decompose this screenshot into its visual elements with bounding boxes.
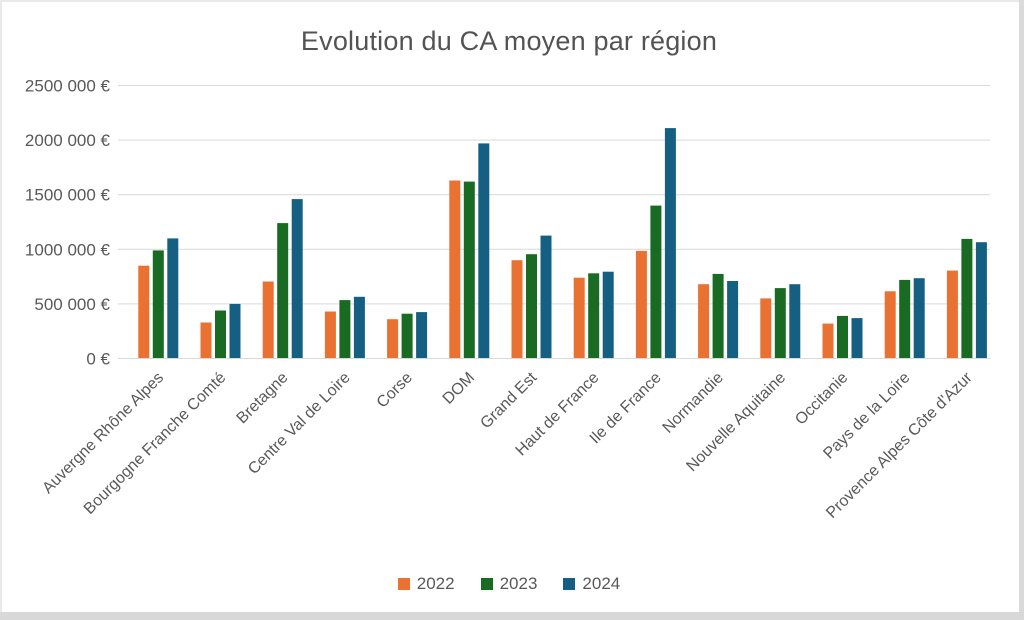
x-axis-category-label: Auvergne Rhône Alpes — [39, 369, 167, 497]
y-axis-tick-label: 1000 000 € — [25, 240, 111, 259]
x-axis-category-label: DOM — [440, 369, 478, 407]
x-axis-category-label: Corse — [374, 369, 416, 411]
bar-2024 — [664, 128, 676, 359]
bar-2024 — [789, 284, 801, 359]
bar-2022 — [822, 323, 834, 359]
x-axis-category-label: Normandie — [660, 369, 727, 436]
bar-2023 — [650, 205, 662, 359]
bar-2023 — [837, 315, 848, 359]
legend-item-2023: 2023 — [480, 574, 538, 594]
bar-2024 — [727, 281, 739, 359]
bar-2024 — [291, 199, 303, 359]
legend-item-2022: 2022 — [397, 574, 455, 594]
window-edge-top — [0, 0, 1024, 2]
bar-2023 — [463, 181, 475, 359]
y-axis-tick-label: 2500 000 € — [25, 77, 111, 96]
bar-2024 — [851, 318, 863, 359]
bar-2023 — [961, 238, 973, 359]
bar-2022 — [324, 311, 336, 359]
legend-swatch-2023 — [480, 578, 493, 590]
bar-2023 — [774, 288, 786, 359]
y-axis-tick-label: 500 000 € — [34, 295, 110, 314]
bar-2022 — [511, 260, 523, 359]
legend-label-2024: 2024 — [582, 574, 621, 593]
bar-2022 — [884, 291, 896, 359]
chart-title: Evolution du CA moyen par région — [300, 26, 718, 56]
bar-2024 — [540, 235, 552, 359]
chart-legend: 2022 2023 2024 — [0, 574, 1018, 594]
bar-chart-plot: 0 € 500 000 € 1000 000 € 1500 000 € 2000 000… — [25, 77, 990, 522]
legend-label-2023: 2023 — [499, 574, 538, 593]
bar-2024 — [602, 271, 614, 359]
bar-2024 — [975, 242, 987, 359]
legend-item-2024: 2024 — [563, 574, 620, 594]
legend-swatch-2024 — [563, 578, 576, 590]
bar-2024 — [229, 303, 241, 359]
x-axis-category-label: Grand Est — [477, 369, 540, 432]
bar-2023 — [401, 313, 413, 359]
bar-2022 — [200, 322, 212, 359]
bar-2022 — [449, 180, 461, 359]
window-edge-bottom — [0, 612, 1024, 620]
bar-2023 — [215, 310, 226, 359]
x-axis-category-label: Bretagne — [234, 369, 292, 427]
bar-2023 — [899, 279, 911, 359]
window-edge-left — [0, 0, 2, 620]
bar-2024 — [478, 143, 490, 359]
bar-2023 — [712, 273, 724, 359]
bar-2024 — [913, 278, 925, 359]
bar-2022 — [138, 265, 150, 359]
bar-2022 — [698, 284, 710, 359]
bar-2022 — [946, 270, 958, 359]
bar-2023 — [277, 223, 289, 359]
bar-2023 — [339, 300, 351, 359]
bar-2022 — [635, 250, 647, 359]
bar-2023 — [588, 273, 600, 359]
bar-2024 — [167, 238, 179, 359]
y-axis-tick-label: 2000 000 € — [25, 131, 111, 150]
y-axis-tick-label: 0 € — [86, 350, 110, 369]
window-edge-right — [1019, 0, 1024, 620]
x-axis-category-label: Occitanie — [792, 369, 851, 428]
bar-2022 — [760, 298, 772, 359]
legend-label-2022: 2022 — [416, 574, 455, 593]
bar-2023 — [526, 254, 537, 359]
bar-2022 — [387, 319, 399, 359]
x-axis-category-label: Centre Val de Loire — [245, 369, 354, 478]
legend-swatch-2022 — [397, 578, 410, 590]
bar-2022 — [573, 277, 585, 359]
bar-2024 — [416, 312, 428, 359]
bar-2023 — [152, 250, 164, 359]
y-axis-tick-label: 1500 000 € — [25, 186, 111, 205]
bar-2024 — [353, 296, 365, 359]
bar-2022 — [262, 281, 274, 359]
